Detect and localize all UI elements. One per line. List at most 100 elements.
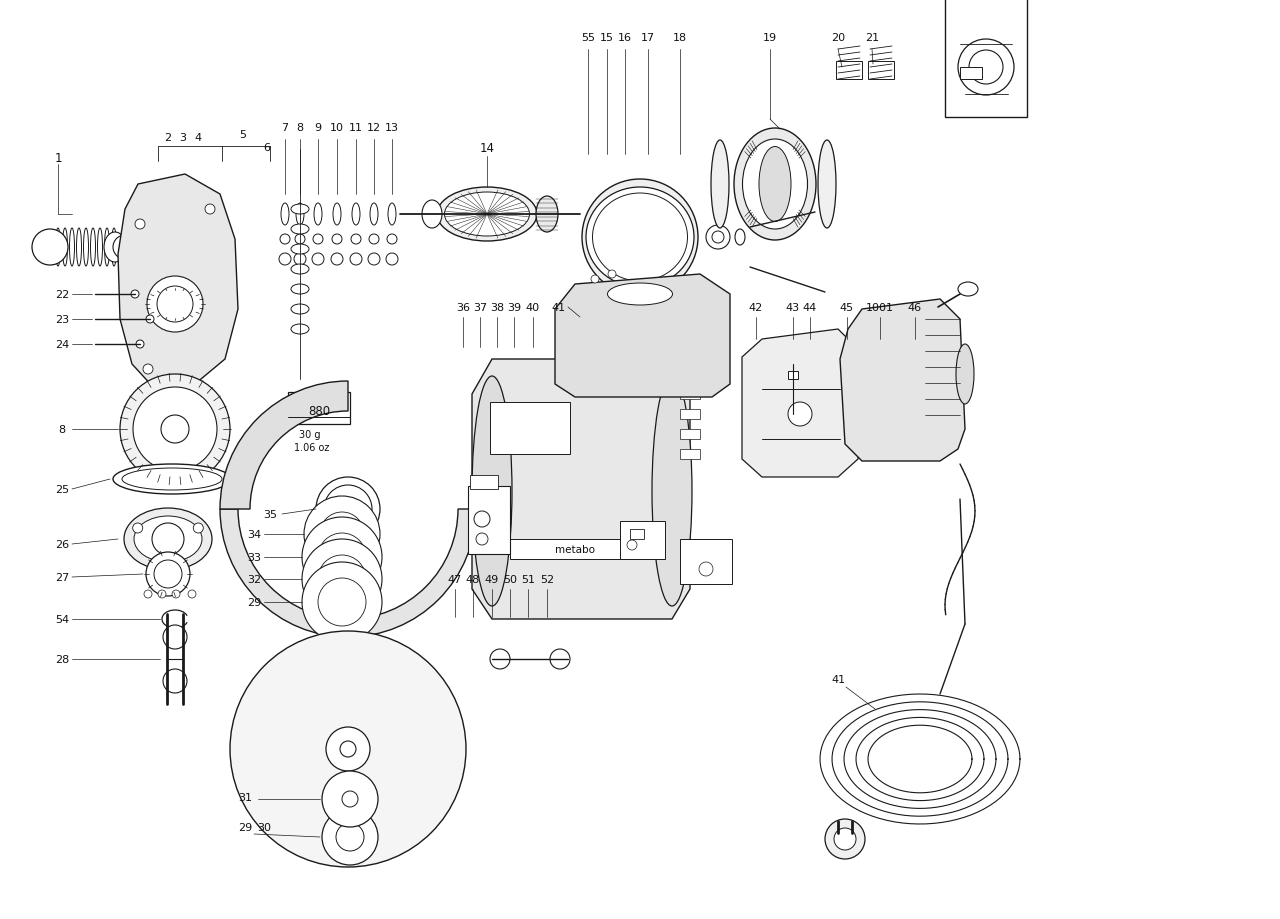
Circle shape <box>582 180 698 296</box>
Text: 33: 33 <box>247 552 261 562</box>
Circle shape <box>147 277 204 333</box>
Ellipse shape <box>352 204 360 226</box>
Ellipse shape <box>369 254 380 266</box>
Text: 39: 39 <box>507 302 521 312</box>
Text: 41: 41 <box>550 302 564 312</box>
Bar <box>509 539 640 560</box>
Text: 6: 6 <box>264 142 270 153</box>
Ellipse shape <box>294 254 306 266</box>
Ellipse shape <box>105 229 110 267</box>
Text: 27: 27 <box>55 573 69 583</box>
Circle shape <box>146 315 154 323</box>
Circle shape <box>608 271 616 278</box>
Ellipse shape <box>369 234 379 244</box>
Circle shape <box>133 524 142 533</box>
Bar <box>490 403 570 455</box>
Text: 3: 3 <box>179 133 187 142</box>
Text: 55: 55 <box>581 33 595 43</box>
Ellipse shape <box>593 194 687 282</box>
Circle shape <box>157 287 193 323</box>
Circle shape <box>152 524 184 555</box>
Circle shape <box>154 561 182 588</box>
Text: 24: 24 <box>55 340 69 349</box>
Text: 9: 9 <box>315 123 321 133</box>
Circle shape <box>157 590 166 598</box>
Circle shape <box>143 590 152 598</box>
Ellipse shape <box>113 464 230 494</box>
Ellipse shape <box>735 230 745 245</box>
Ellipse shape <box>351 234 361 244</box>
Circle shape <box>957 40 1014 96</box>
Text: 43: 43 <box>786 302 800 312</box>
Text: 37: 37 <box>472 302 488 312</box>
Ellipse shape <box>710 141 730 229</box>
Bar <box>470 475 498 490</box>
Text: 35: 35 <box>262 509 276 519</box>
Text: 49: 49 <box>485 574 499 584</box>
Text: 30: 30 <box>257 823 271 832</box>
Text: 36: 36 <box>456 302 470 312</box>
Text: 8: 8 <box>297 123 303 133</box>
Bar <box>680 449 700 460</box>
Circle shape <box>476 533 488 545</box>
Circle shape <box>323 771 378 827</box>
Ellipse shape <box>97 229 102 267</box>
Circle shape <box>163 669 187 693</box>
Text: 40: 40 <box>526 302 540 312</box>
Text: 1.06 oz: 1.06 oz <box>294 443 330 452</box>
Bar <box>630 529 644 539</box>
Text: 22: 22 <box>55 289 69 300</box>
Ellipse shape <box>333 204 340 226</box>
Circle shape <box>163 625 187 650</box>
Wedge shape <box>220 381 348 509</box>
Text: 13: 13 <box>385 123 399 133</box>
Circle shape <box>627 540 637 550</box>
Circle shape <box>622 220 658 255</box>
Ellipse shape <box>957 283 978 297</box>
Circle shape <box>136 341 143 348</box>
Text: 30 g: 30 g <box>300 429 321 439</box>
Text: 1001: 1001 <box>867 302 893 312</box>
Ellipse shape <box>63 229 68 267</box>
Text: 25: 25 <box>55 484 69 494</box>
Text: 15: 15 <box>600 33 614 43</box>
Ellipse shape <box>296 204 305 226</box>
Text: 17: 17 <box>641 33 655 43</box>
Text: 31: 31 <box>238 792 252 802</box>
Circle shape <box>340 742 356 757</box>
Circle shape <box>205 205 215 215</box>
Circle shape <box>188 590 196 598</box>
Circle shape <box>323 809 378 865</box>
Circle shape <box>835 828 856 850</box>
Circle shape <box>302 562 381 642</box>
Bar <box>620 521 666 560</box>
Circle shape <box>230 631 466 867</box>
Text: 18: 18 <box>673 33 687 43</box>
Circle shape <box>707 226 730 250</box>
Text: 21: 21 <box>865 33 879 43</box>
Circle shape <box>474 512 490 528</box>
Ellipse shape <box>104 233 125 263</box>
Text: 26: 26 <box>55 539 69 550</box>
Ellipse shape <box>742 140 808 230</box>
Ellipse shape <box>436 187 538 242</box>
Circle shape <box>302 517 381 597</box>
Polygon shape <box>840 300 965 461</box>
Bar <box>836 62 861 80</box>
Circle shape <box>320 513 364 556</box>
Text: 29: 29 <box>247 597 261 607</box>
Bar <box>680 429 700 439</box>
Text: 47: 47 <box>448 574 462 584</box>
Ellipse shape <box>370 204 378 226</box>
Text: 10: 10 <box>330 123 344 133</box>
Bar <box>468 486 509 554</box>
Circle shape <box>163 556 173 566</box>
Ellipse shape <box>291 244 308 255</box>
Text: 42: 42 <box>749 302 763 312</box>
Ellipse shape <box>91 229 96 267</box>
Circle shape <box>146 552 189 596</box>
Text: 8: 8 <box>59 425 65 435</box>
Circle shape <box>134 220 145 230</box>
Ellipse shape <box>77 229 82 267</box>
Polygon shape <box>118 175 238 390</box>
